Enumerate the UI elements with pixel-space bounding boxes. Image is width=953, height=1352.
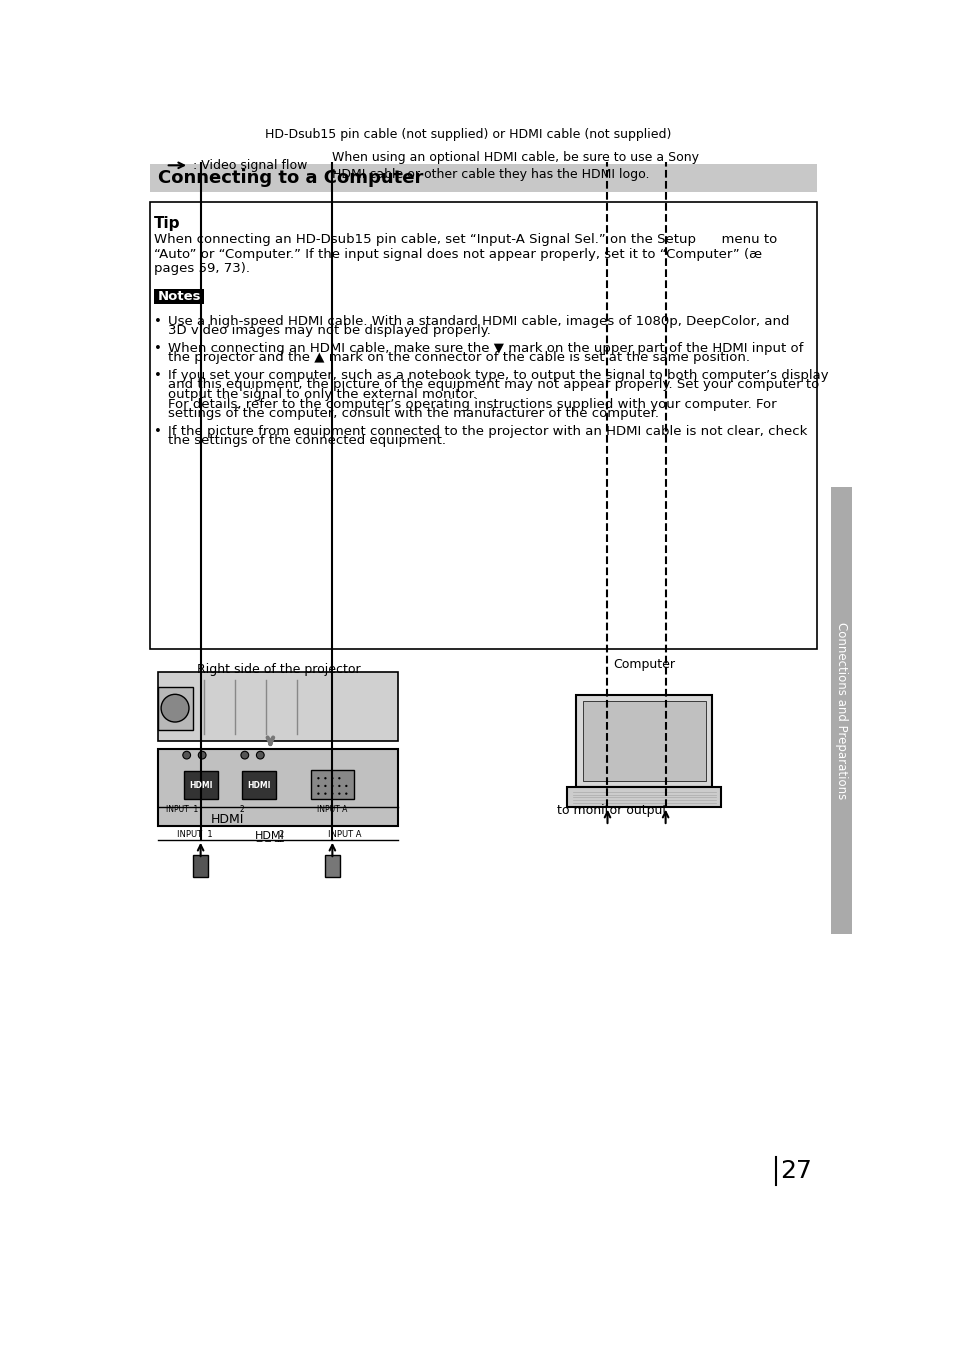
Text: If the picture from equipment connected to the projector with an HDMI cable is n: If the picture from equipment connected … [168,425,806,438]
Circle shape [317,792,319,795]
Text: Tip: Tip [154,216,180,231]
Text: •: • [154,369,162,381]
Text: H̲D̲M̲I̲: H̲D̲M̲I̲ [211,811,244,825]
Text: Connections and Preparations: Connections and Preparations [834,622,847,799]
Text: INPUT  1: INPUT 1 [166,804,198,814]
Bar [158,672,397,741]
Text: output the signal to only the external monitor.: output the signal to only the external m… [168,388,476,402]
Text: Notes: Notes [158,289,201,303]
Text: 3D video images may not be displayed properly.: 3D video images may not be displayed pro… [168,324,491,338]
Bar [324,58,340,78]
Text: •: • [154,315,162,327]
Bar [599,58,615,78]
Circle shape [198,752,206,758]
Text: INPUT A: INPUT A [316,804,347,814]
Text: Use a high-speed HDMI cable. With a standard HDMI cable, images of 1080p, DeepCo: Use a high-speed HDMI cable. With a stan… [168,315,789,327]
Circle shape [317,784,319,787]
Bar [658,58,673,78]
Text: the settings of the connected equipment.: the settings of the connected equipment. [168,434,446,448]
Text: INPUT  1: INPUT 1 [177,830,213,838]
Circle shape [345,792,347,795]
Bar [241,771,275,799]
Bar [582,702,705,781]
Text: settings of the computer, consult with the manufacturer of the computer.: settings of the computer, consult with t… [168,407,659,420]
Text: the projector and the ▲ mark on the connector of the cable is set at the same po: the projector and the ▲ mark on the conn… [168,352,749,365]
Circle shape [337,792,340,795]
Circle shape [331,784,334,787]
Text: If you set your computer, such as a notebook type, to output the signal to both : If you set your computer, such as a note… [168,369,828,381]
Text: HDMI cable or other cable they has the HDMI logo.: HDMI cable or other cable they has the H… [332,168,649,181]
Text: •: • [154,425,162,438]
Circle shape [324,777,326,779]
Text: pages 59, 73).: pages 59, 73). [154,262,250,276]
Text: 27: 27 [779,1159,811,1183]
Circle shape [337,777,340,779]
Text: “Auto” or “Computer.” If the input signal does not appear properly, set it to “C: “Auto” or “Computer.” If the input signa… [154,247,761,261]
Text: : Video signal flow: : Video signal flow [193,158,307,172]
Circle shape [324,792,326,795]
Circle shape [345,784,347,787]
Bar [324,856,340,877]
Bar [158,749,397,826]
Text: Connecting to a Computer: Connecting to a Computer [158,169,423,187]
Bar [567,787,720,807]
Bar [576,695,711,787]
Circle shape [331,792,334,795]
Text: 2: 2 [278,830,283,838]
Text: Computer: Computer [612,658,674,671]
Bar [150,164,816,192]
Bar [193,58,208,78]
Circle shape [256,752,264,758]
Circle shape [324,784,326,787]
Text: HDMI: HDMI [189,780,213,790]
Bar [830,487,852,934]
Text: When connecting an HDMI cable, make sure the ▼ mark on the upper part of the HDM: When connecting an HDMI cable, make sure… [168,342,802,354]
Bar [311,769,354,799]
Text: For details, refer to the computer’s operating instructions supplied with your c: For details, refer to the computer’s ope… [168,397,776,411]
Text: 2: 2 [239,804,244,814]
Circle shape [337,784,340,787]
Text: and this equipment, the picture of the equipment may not appear properly. Set yo: and this equipment, the picture of the e… [168,379,819,391]
Text: Right side of the projector: Right side of the projector [196,662,360,676]
Text: When using an optional HDMI cable, be sure to use a Sony: When using an optional HDMI cable, be su… [332,151,699,164]
Text: HD-Dsub15 pin cable (not supplied) or HDMI cable (not supplied): HD-Dsub15 pin cable (not supplied) or HD… [265,128,671,141]
Text: HDMI: HDMI [247,780,271,790]
Bar [193,856,208,877]
Text: INPUT A: INPUT A [328,830,361,838]
Bar [183,771,217,799]
Circle shape [183,752,191,758]
Text: •: • [154,342,162,354]
Bar [158,687,193,730]
Bar [150,203,816,649]
Circle shape [161,695,189,722]
Circle shape [317,777,319,779]
Circle shape [331,777,334,779]
Circle shape [241,752,249,758]
Text: to monitor output: to monitor output [557,804,667,817]
Bar [154,288,204,304]
Text: H̲D̲M̲I̲: H̲D̲M̲I̲ [254,830,284,841]
Text: When connecting an HD-Dsub15 pin cable, set “Input-A Signal Sel.” on the Setup  : When connecting an HD-Dsub15 pin cable, … [154,233,777,246]
